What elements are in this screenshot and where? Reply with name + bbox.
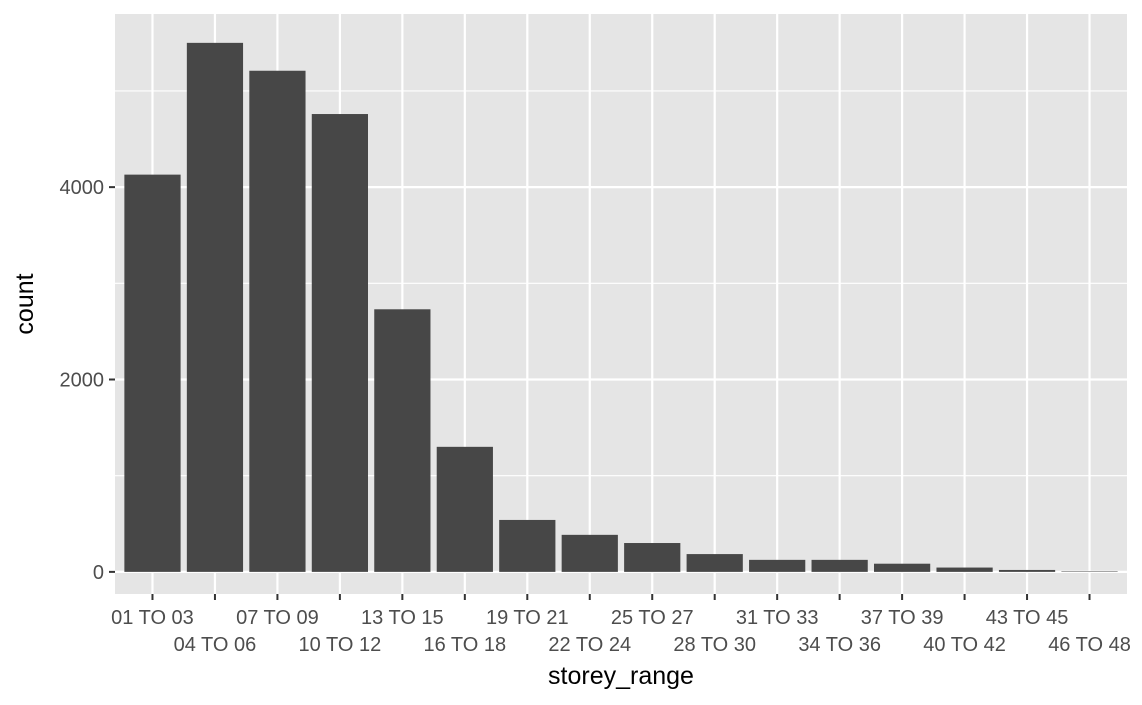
bars: [124, 42, 1118, 572]
x-tick-label: 13 TO 15: [361, 607, 444, 629]
x-tick-label: 01 TO 03: [111, 607, 194, 629]
x-tick-label: 07 TO 09: [236, 607, 319, 629]
x-tick-label: 28 TO 30: [673, 634, 756, 656]
y-tick-label: 4000: [60, 177, 105, 199]
bar: [186, 42, 244, 572]
x-tick-label: 43 TO 45: [986, 607, 1069, 629]
bar: [249, 70, 306, 572]
bar: [124, 174, 181, 572]
x-tick-label: 40 TO 42: [923, 634, 1006, 656]
bar: [811, 559, 868, 572]
bar: [686, 554, 743, 572]
x-axis: 01 TO 03 04 TO 06 07 TO 09 10 TO 12 13 TO 15…: [111, 594, 1131, 656]
x-tick-label: 10 TO 12: [299, 634, 382, 656]
bar: [499, 519, 556, 572]
bar: [936, 567, 993, 572]
bar: [436, 446, 493, 572]
bar: [311, 114, 368, 572]
x-axis-title: storey_range: [548, 662, 694, 690]
y-tick-label: 2000: [60, 370, 105, 392]
x-tick-label: 37 TO 39: [861, 607, 944, 629]
y-axis: 0 2000 4000: [60, 177, 115, 584]
y-axis-title: count: [11, 273, 39, 334]
bar: [998, 569, 1056, 572]
bar: [561, 534, 618, 572]
bar: [374, 309, 431, 572]
x-tick-label: 19 TO 21: [486, 607, 569, 629]
x-tick-label: 16 TO 18: [423, 634, 506, 656]
x-tick-label: 34 TO 36: [798, 634, 881, 656]
y-tick-label: 0: [93, 562, 104, 584]
bar: [874, 563, 931, 572]
bar: [624, 543, 681, 572]
bar: [749, 559, 806, 572]
x-tick-label: 31 TO 33: [736, 607, 819, 629]
x-tick-label: 46 TO 48: [1048, 634, 1131, 656]
x-tick-label: 04 TO 06: [174, 634, 257, 656]
x-tick-label: 22 TO 24: [548, 634, 631, 656]
x-tick-label: 25 TO 27: [611, 607, 694, 629]
